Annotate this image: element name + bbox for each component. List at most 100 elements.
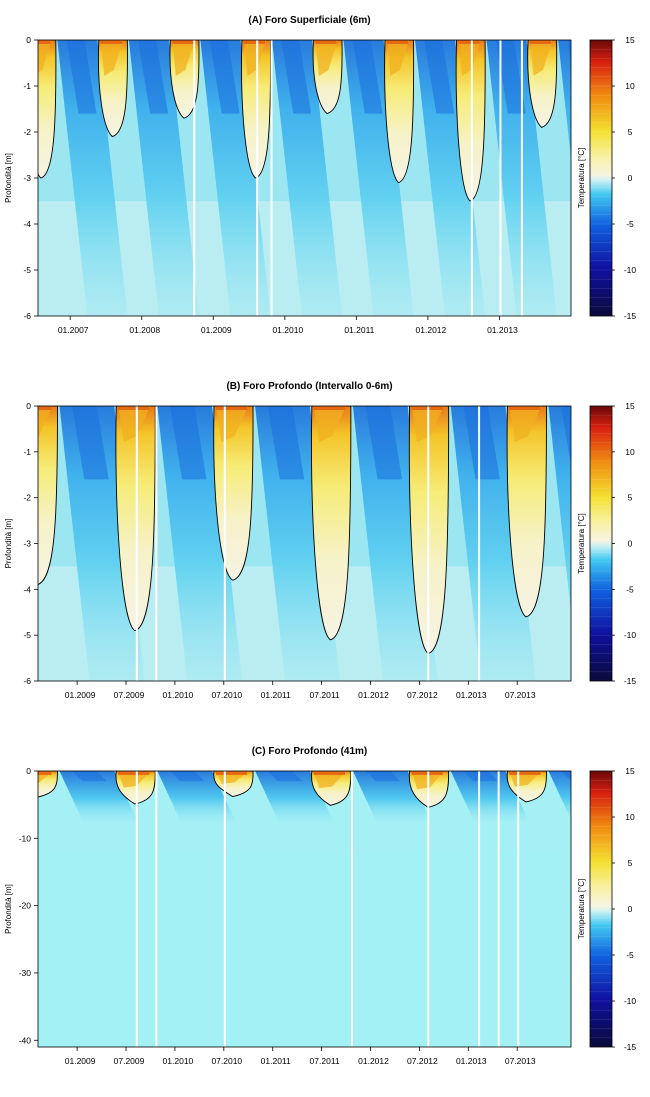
surface-hot	[118, 406, 150, 410]
warm-core	[313, 406, 346, 442]
plot-area	[38, 406, 571, 681]
x-tick-label: 07.2013	[505, 690, 536, 700]
warm-core	[38, 40, 52, 73]
cold-plume	[548, 406, 571, 613]
x-tick-label: 01.2012	[416, 325, 447, 335]
colorbar-tick-label: 15	[625, 35, 635, 45]
surface-hot	[313, 406, 345, 410]
data-gap	[350, 771, 353, 1047]
surface-hot	[118, 771, 150, 775]
data-gap	[223, 771, 226, 1047]
y-tick-label: -3	[23, 173, 31, 183]
x-tick-label: 01.2012	[358, 690, 389, 700]
surface-hot	[530, 40, 552, 44]
cold-plume	[271, 40, 343, 316]
x-tick-label: 07.2009	[114, 690, 145, 700]
y-tick-label: -30	[19, 968, 32, 978]
colorbar-label: Temperatura [°C]	[577, 879, 586, 940]
chart-title: (B) Foro Profondo (Intervallo 0-6m)	[226, 381, 392, 392]
warm-core	[530, 40, 553, 76]
y-tick-label: -6	[23, 311, 31, 321]
cold-core	[267, 406, 305, 480]
data-gap	[155, 406, 158, 681]
y-tick-label: -2	[23, 493, 31, 503]
y-tick-label: -4	[23, 219, 31, 229]
cold-plume	[59, 406, 145, 681]
surface-hot	[38, 771, 52, 775]
y-tick-label: -3	[23, 539, 31, 549]
colorbar: 15 10 5 0 -5 -10 -15 Temperatura [°C]	[577, 35, 636, 321]
panel-c: (C) Foro Profondo (41m) 0 -10 -20 -30 -40 Prof…	[4, 746, 637, 1066]
data-gap	[470, 40, 473, 316]
warm-core	[243, 40, 267, 76]
colorbar-label: Temperatura [°C]	[577, 513, 586, 574]
colorbar-label: Temperatura [°C]	[577, 148, 586, 209]
x-tick-label: 01.2011	[344, 325, 374, 335]
x-tick-label: 01.2013	[487, 325, 518, 335]
surface-hot	[216, 406, 248, 410]
cold-core	[138, 40, 169, 114]
cold-plume	[343, 40, 414, 316]
zero-isotherm-lobe	[506, 406, 547, 618]
colorbar-tick-label: -10	[624, 630, 637, 640]
cold-core	[72, 771, 107, 782]
colorbar-tick-label: 0	[628, 904, 633, 914]
surface-hot	[411, 771, 443, 775]
cold-core	[281, 40, 312, 114]
surface-hot	[100, 40, 122, 44]
data-gap	[427, 406, 430, 681]
cold-core	[561, 771, 571, 781]
colorbar-tick-label: 5	[628, 858, 633, 868]
surface-hot	[315, 40, 337, 44]
zero-isotherm-lobe	[455, 40, 486, 202]
cold-core	[72, 406, 109, 480]
colorbar-tick-label: -15	[624, 676, 637, 686]
y-tick-label: -6	[23, 676, 31, 686]
warm-core	[315, 40, 338, 76]
cold-core	[267, 771, 303, 782]
x-tick-label: 07.2010	[211, 1056, 242, 1066]
colorbar-tick-label: -10	[624, 996, 637, 1006]
deep-band	[38, 851, 571, 1047]
surface-hot	[313, 771, 345, 775]
colorbar-gradient	[590, 771, 612, 1047]
x-tick-label: 01.2013	[456, 1056, 487, 1066]
colorbar: 15 10 5 0 -5 -10 -15 Temperatura [°C]	[577, 401, 636, 686]
warm-core	[118, 771, 151, 788]
zero-isotherm-lobe	[38, 406, 58, 585]
cold-plume	[558, 40, 571, 159]
x-tick-label: 01.2008	[129, 325, 160, 335]
zero-isotherm-lobe	[311, 406, 352, 641]
colorbar-tick-label: 15	[625, 766, 635, 776]
cold-plume	[450, 406, 536, 681]
data-gap	[499, 40, 502, 316]
x-tick-label: 07.2012	[407, 690, 438, 700]
surface-hot	[216, 771, 248, 775]
data-gap	[427, 771, 430, 1047]
warm-core	[386, 40, 410, 76]
warm-core	[100, 40, 123, 76]
data-gap	[256, 40, 259, 316]
colorbar-tick-label: -5	[626, 584, 634, 594]
x-tick-label: 01.2011	[261, 690, 291, 700]
surface-hot	[509, 406, 541, 410]
surface-hot	[458, 40, 480, 44]
data-gap	[270, 40, 273, 316]
y-tick-label: -10	[19, 833, 32, 843]
warm-core	[458, 40, 481, 76]
panels-layer: (A) Foro Superficiale (6m) 0 -1 -2 -3 -4 -5 -6 P…	[4, 15, 637, 1066]
data-gap	[497, 771, 500, 1047]
x-tick-label: 01.2009	[65, 1056, 96, 1066]
x-tick-label: 07.2012	[407, 1056, 438, 1066]
data-gap	[478, 406, 481, 681]
cold-plume	[255, 406, 340, 681]
colorbar-tick-label: 10	[625, 447, 635, 457]
warm-core	[509, 406, 542, 442]
x-tick-label: 01.2013	[456, 690, 487, 700]
zero-isotherm-lobe	[384, 40, 415, 184]
cold-core	[209, 40, 240, 114]
colorbar-tick-label: 10	[625, 812, 635, 822]
y-tick-label: -4	[23, 584, 31, 594]
cold-core	[424, 40, 455, 114]
